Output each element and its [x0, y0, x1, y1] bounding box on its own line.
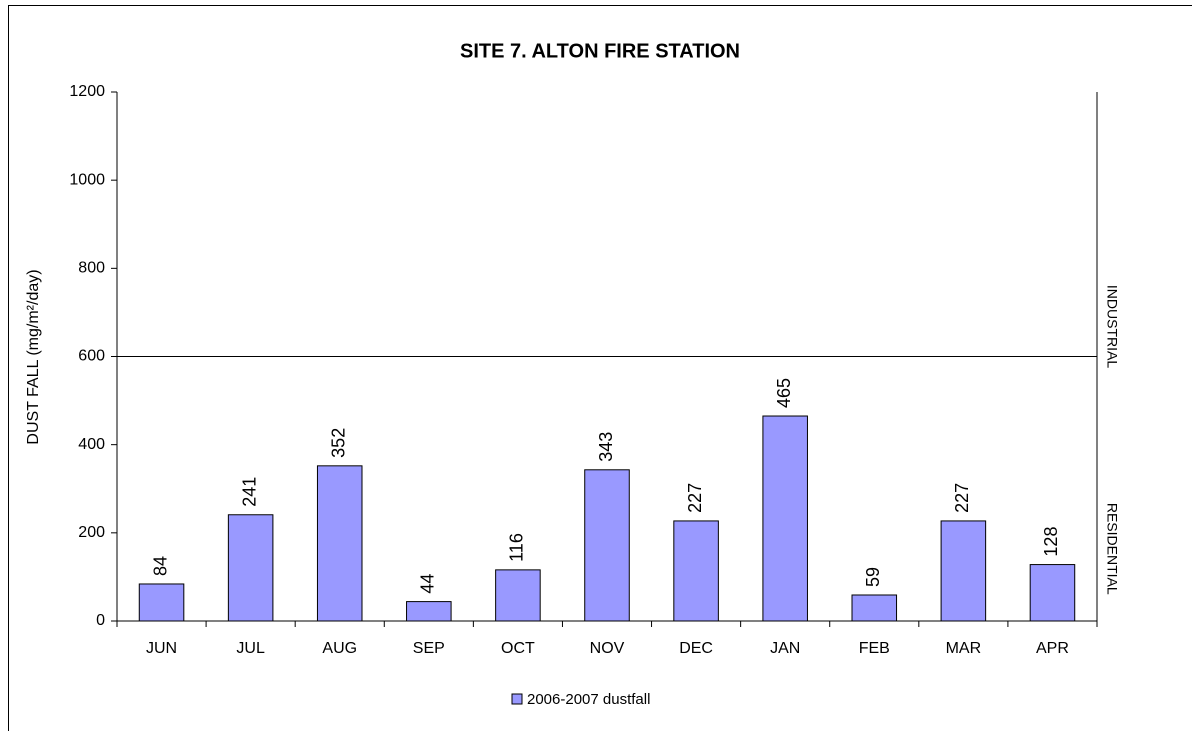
y-tick-label: 600	[78, 348, 105, 365]
y-tick-label: 400	[78, 436, 105, 453]
x-tick-label: FEB	[859, 640, 890, 657]
x-tick-label: JAN	[770, 640, 800, 657]
x-tick-label: JUN	[146, 640, 177, 657]
value-label: 227	[952, 483, 972, 513]
bar	[940, 520, 987, 622]
value-label: 59	[863, 567, 883, 587]
y-tick-label: 800	[78, 260, 105, 277]
bar	[1029, 564, 1076, 622]
bar	[673, 520, 719, 622]
legend-label: 2006-2007 dustfall	[527, 691, 650, 708]
bar	[138, 583, 185, 622]
x-tick-label: AUG	[322, 640, 357, 657]
value-label: 84	[150, 556, 170, 576]
bar	[851, 594, 898, 622]
x-tick-label: MAR	[946, 640, 982, 657]
y-tick-label: 1200	[69, 83, 105, 100]
x-tick-label: SEP	[413, 640, 445, 657]
y-tick-label: 200	[78, 524, 105, 541]
x-tick-label: OCT	[501, 640, 535, 657]
zone-label: RESIDENTIAL	[1104, 503, 1120, 595]
bar	[227, 514, 274, 622]
value-label: 116	[507, 533, 527, 562]
value-label: 352	[328, 428, 348, 458]
value-label: 241	[239, 477, 259, 507]
y-tick-label: 0	[96, 612, 105, 629]
bar	[406, 601, 452, 622]
zone-label: INDUSTRIAL	[1104, 285, 1120, 368]
bar	[584, 469, 630, 622]
value-label: 128	[1041, 527, 1061, 557]
value-label: 465	[774, 378, 794, 408]
y-axis-label: DUST FALL (mg/m²/day)	[25, 269, 42, 444]
x-tick-label: APR	[1036, 640, 1069, 657]
value-label: 44	[418, 574, 438, 594]
x-tick-label: DEC	[679, 640, 713, 657]
x-tick-label: NOV	[590, 640, 625, 657]
x-tick-label: JUL	[236, 640, 265, 657]
chart-title: SITE 7. ALTON FIRE STATION	[460, 40, 740, 62]
bar	[762, 415, 808, 622]
y-tick-label: 1000	[69, 171, 105, 188]
chart-frame	[8, 5, 1192, 731]
value-label: 343	[596, 432, 616, 462]
legend-swatch	[511, 693, 523, 705]
value-label: 227	[685, 483, 705, 513]
bar	[495, 569, 541, 622]
bar	[316, 465, 363, 622]
